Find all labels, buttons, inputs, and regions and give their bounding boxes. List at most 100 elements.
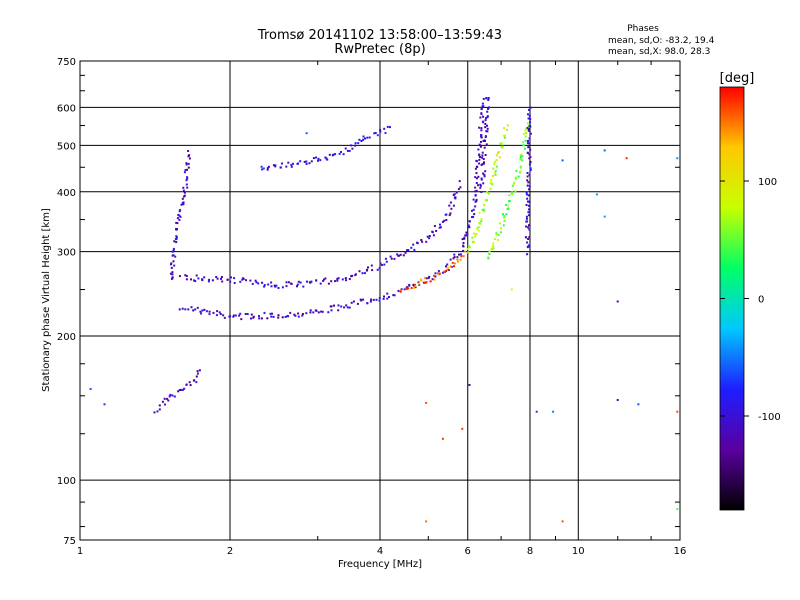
data-point bbox=[263, 311, 266, 314]
data-point bbox=[478, 143, 481, 146]
data-point bbox=[475, 160, 478, 163]
data-point bbox=[425, 281, 428, 284]
data-point bbox=[456, 258, 459, 261]
data-point bbox=[171, 250, 174, 253]
data-point bbox=[441, 271, 444, 274]
data-point bbox=[413, 248, 416, 251]
data-point bbox=[310, 280, 313, 283]
data-point bbox=[561, 520, 564, 523]
data-point bbox=[341, 278, 344, 281]
data-point bbox=[382, 297, 385, 300]
data-point bbox=[403, 288, 406, 291]
y-tick-label: 500 bbox=[57, 141, 76, 152]
data-point bbox=[484, 154, 487, 156]
data-point bbox=[459, 253, 462, 256]
data-point bbox=[340, 151, 342, 153]
data-point bbox=[416, 242, 419, 245]
data-point bbox=[354, 273, 357, 276]
data-point bbox=[528, 188, 530, 191]
data-point bbox=[446, 268, 449, 271]
data-point bbox=[525, 127, 528, 130]
data-point bbox=[169, 272, 172, 275]
data-point bbox=[241, 278, 244, 281]
data-point bbox=[480, 112, 483, 115]
data-point bbox=[366, 268, 369, 271]
data-point bbox=[483, 173, 486, 176]
data-point bbox=[223, 316, 226, 319]
data-point bbox=[360, 140, 363, 142]
data-point bbox=[305, 160, 308, 163]
data-point bbox=[364, 137, 366, 140]
data-point bbox=[220, 276, 223, 278]
data-point bbox=[309, 281, 312, 284]
data-point bbox=[524, 129, 527, 132]
data-point bbox=[292, 162, 294, 165]
data-point bbox=[522, 141, 525, 144]
data-point bbox=[336, 277, 339, 280]
data-point bbox=[302, 285, 305, 288]
data-point bbox=[462, 245, 465, 248]
data-point bbox=[193, 379, 196, 382]
data-point bbox=[397, 290, 400, 292]
data-point bbox=[220, 277, 222, 280]
data-point bbox=[441, 220, 444, 223]
data-point bbox=[494, 174, 497, 177]
data-point bbox=[196, 306, 199, 309]
data-point bbox=[386, 292, 389, 295]
data-point bbox=[477, 226, 480, 229]
data-point bbox=[491, 183, 494, 186]
data-point bbox=[462, 255, 465, 258]
data-point bbox=[425, 277, 428, 280]
data-point bbox=[389, 126, 391, 129]
data-point bbox=[487, 99, 490, 101]
data-point bbox=[378, 267, 381, 270]
data-point bbox=[370, 264, 373, 267]
data-point bbox=[383, 295, 385, 298]
data-point bbox=[507, 207, 510, 210]
data-point bbox=[232, 315, 235, 318]
data-point bbox=[449, 258, 452, 261]
chart-subtitle: RwPretec (8p) bbox=[334, 42, 425, 57]
y-tick-label: 200 bbox=[57, 332, 76, 343]
data-point bbox=[524, 236, 527, 239]
data-point bbox=[519, 154, 522, 157]
data-point bbox=[500, 142, 503, 145]
data-point bbox=[181, 197, 184, 200]
data-point bbox=[336, 279, 339, 282]
data-point bbox=[275, 284, 278, 287]
data-point bbox=[485, 143, 488, 146]
phase-stats-x: mean, sd,X: 98.0, 28.3 bbox=[608, 47, 710, 57]
data-point bbox=[333, 304, 335, 307]
data-point bbox=[346, 149, 349, 152]
data-point bbox=[428, 237, 431, 240]
data-point bbox=[482, 105, 485, 108]
data-point bbox=[485, 117, 487, 120]
data-point bbox=[185, 179, 188, 182]
data-point bbox=[438, 226, 441, 229]
y-tick-label: 600 bbox=[57, 103, 76, 114]
data-point bbox=[508, 200, 511, 203]
data-point bbox=[525, 225, 528, 228]
data-point bbox=[330, 309, 333, 312]
data-point bbox=[386, 125, 389, 128]
data-point bbox=[163, 403, 166, 406]
data-point bbox=[468, 220, 471, 223]
data-point bbox=[185, 183, 188, 186]
data-point bbox=[481, 151, 484, 154]
data-point bbox=[342, 153, 345, 156]
data-point bbox=[527, 113, 529, 116]
data-point bbox=[158, 404, 161, 407]
data-point bbox=[274, 285, 277, 288]
data-point bbox=[219, 313, 222, 315]
data-point bbox=[310, 160, 313, 163]
data-point bbox=[279, 166, 282, 169]
data-point bbox=[168, 395, 171, 398]
data-point bbox=[483, 139, 486, 142]
data-point bbox=[487, 192, 490, 194]
data-point bbox=[526, 175, 529, 178]
data-point bbox=[503, 220, 506, 222]
data-point bbox=[257, 282, 260, 285]
data-point bbox=[453, 253, 456, 256]
data-point bbox=[453, 262, 456, 265]
